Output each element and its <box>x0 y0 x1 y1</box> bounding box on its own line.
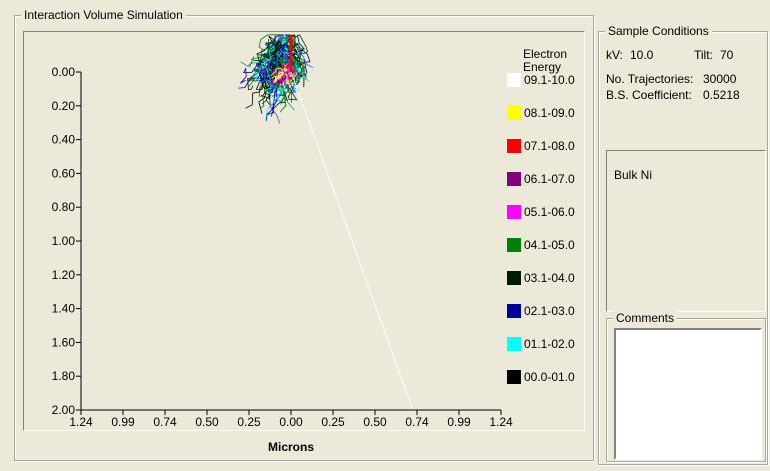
comments-title: Comments <box>613 311 678 325</box>
trajectory-core <box>284 73 294 86</box>
x-tick-label: 0.74 <box>405 415 429 429</box>
sample-conditions-group: Sample Conditions <box>598 24 768 465</box>
legend-label: 07.1-08.0 <box>524 139 575 153</box>
legend-label: 02.1-03.0 <box>524 304 575 318</box>
x-tick-label: 0.25 <box>237 415 261 429</box>
y-tick-label: 0.60 <box>52 166 76 180</box>
kv-value: 10.0 <box>630 48 654 62</box>
legend-swatch <box>507 139 521 153</box>
y-tick-label: 0.80 <box>52 200 76 214</box>
y-tick-label: 2.00 <box>52 403 76 417</box>
y-tick-label: 0.20 <box>52 99 76 113</box>
x-tick-label: 0.74 <box>153 415 177 429</box>
legend-label: 08.1-09.0 <box>524 106 575 120</box>
trajectories-label: No. Trajectories: <box>606 72 694 86</box>
trajectory <box>287 57 306 74</box>
legend-swatch <box>507 238 521 252</box>
tilt-line <box>290 71 414 411</box>
legend-label: 06.1-07.0 <box>524 172 575 186</box>
trajectory <box>253 38 270 66</box>
trajectory-core <box>281 63 289 68</box>
trajectory-core <box>277 71 282 75</box>
simulation-group: Interaction Volume Simulation <box>14 8 594 461</box>
x-tick-label: 0.50 <box>195 415 219 429</box>
trajectory <box>292 37 301 82</box>
tilt-value: 70 <box>720 48 734 62</box>
kv-label: kV: <box>606 48 623 62</box>
legend-swatch <box>507 271 521 285</box>
x-tick-label: 0.99 <box>447 415 471 429</box>
trajectory <box>261 69 279 100</box>
legend-swatch <box>507 106 521 120</box>
trajectory <box>263 49 273 98</box>
x-tick-label: 1.24 <box>69 415 93 429</box>
legend-title: Energy <box>523 60 561 74</box>
axes-layer: 0.00 0.20 0.40 0.60 0.80 1.00 1.20 1.40 1.60 1.80… <box>52 34 513 454</box>
bs-coefficient-label: B.S. Coefficient: <box>606 88 692 102</box>
sample-description: Bulk Ni <box>614 168 653 182</box>
comments-group: Comments <box>606 311 766 462</box>
legend-label: 01.1-02.0 <box>524 337 575 351</box>
plot-frame <box>23 31 585 431</box>
trajectory-layer <box>238 33 314 124</box>
y-tick-label: 1.20 <box>52 268 76 282</box>
y-tick-label: 1.60 <box>52 335 76 349</box>
legend-swatch <box>507 304 521 318</box>
legend-label: 00.0-01.0 <box>524 370 575 384</box>
trajectory-core <box>286 62 291 77</box>
trajectory <box>277 34 292 48</box>
trajectory <box>245 69 275 109</box>
trajectory <box>257 38 280 66</box>
legend-swatch <box>507 205 521 219</box>
comments-textarea[interactable] <box>614 328 762 460</box>
trajectory <box>256 56 271 81</box>
legend-swatch <box>507 172 521 186</box>
legend-label: 09.1-10.0 <box>524 73 575 87</box>
simulation-group-title: Interaction Volume Simulation <box>21 8 186 22</box>
x-tick-label: 0.00 <box>279 415 303 429</box>
y-tick-label: 0.40 <box>52 133 76 147</box>
y-tick-label: 0.00 <box>52 65 76 79</box>
x-tick-label: 0.99 <box>111 415 135 429</box>
legend-swatch <box>507 73 521 87</box>
y-tick-label: 1.80 <box>52 369 76 383</box>
y-tick-label: 1.00 <box>52 234 76 248</box>
sample-description-panel <box>606 150 766 312</box>
y-tick-label: 1.40 <box>52 302 76 316</box>
x-tick-label: 0.25 <box>321 415 345 429</box>
trajectory <box>258 34 283 51</box>
legend-swatch <box>507 337 521 351</box>
trajectory <box>273 35 293 45</box>
legend-title: Electron <box>523 47 567 61</box>
x-tick-label: 0.50 <box>363 415 387 429</box>
trajectories-value: 30000 <box>703 72 737 86</box>
legend-swatch <box>507 370 521 384</box>
bs-coefficient-value: 0.5218 <box>703 88 740 102</box>
legend-label: 05.1-06.0 <box>524 205 575 219</box>
x-tick-label: 1.24 <box>489 415 513 429</box>
trajectory-core <box>271 70 287 78</box>
sample-conditions-title: Sample Conditions <box>605 24 712 38</box>
trajectory-core <box>271 68 282 83</box>
legend-label: 03.1-04.0 <box>524 271 575 285</box>
trajectory-core <box>281 67 287 80</box>
trajectory-core <box>285 73 290 82</box>
legend-label: 04.1-05.0 <box>524 238 575 252</box>
x-axis-label: Microns <box>268 440 314 454</box>
trajectory <box>252 60 275 73</box>
trajectory-core <box>270 67 284 77</box>
tilt-label: Tilt: <box>694 48 713 62</box>
trajectory <box>238 62 265 89</box>
